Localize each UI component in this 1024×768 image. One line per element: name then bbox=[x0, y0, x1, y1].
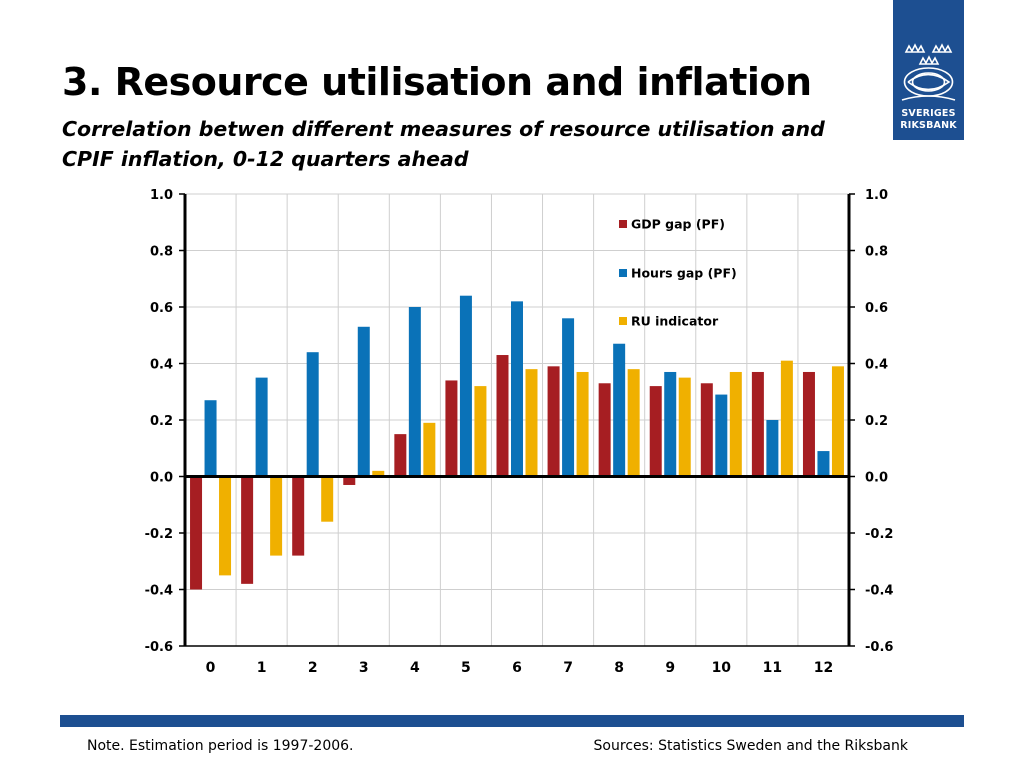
y-tick-label-left: -0.4 bbox=[145, 584, 173, 599]
bar-hours-gap-pf-q9 bbox=[664, 371, 677, 477]
page-title: 3. Resource utilisation and inflation bbox=[62, 60, 812, 104]
bar-ru-indicator-q11 bbox=[780, 360, 793, 477]
logo-text-line2: RIKSBANK bbox=[900, 120, 957, 131]
bar-gdp-gap-pf-q6 bbox=[496, 355, 509, 477]
logo-text-line1: SVERIGES bbox=[901, 108, 956, 119]
bar-hours-gap-pf-q2 bbox=[306, 352, 319, 477]
bar-gdp-gap-pf-q2 bbox=[292, 476, 305, 556]
x-tick-label: 8 bbox=[614, 660, 624, 676]
bar-ru-indicator-q12 bbox=[831, 366, 844, 477]
y-tick-label-right: -0.2 bbox=[865, 527, 893, 542]
legend: GDP gap (PF) Hours gap (PF) RU indicator bbox=[619, 217, 737, 329]
bar-ru-indicator-q5 bbox=[474, 386, 487, 477]
bar-ru-indicator-q1 bbox=[270, 476, 283, 556]
bar-hours-gap-pf-q11 bbox=[766, 420, 779, 477]
bar-ru-indicator-q6 bbox=[525, 369, 538, 477]
bar-gdp-gap-pf-q11 bbox=[751, 371, 764, 477]
legend-label: GDP gap (PF) bbox=[631, 217, 725, 232]
x-tick-label: 1 bbox=[257, 660, 267, 676]
tick-labels: 1.0 1.0 0.8 0.8 0.6 0.6 0.4 0.4 0.2 0.2 0.0 0.0 -0.2… bbox=[145, 188, 894, 676]
bar-gdp-gap-pf-q9 bbox=[649, 386, 662, 477]
x-tick-label: 2 bbox=[308, 660, 318, 676]
y-tick-label-left: 0.2 bbox=[150, 414, 173, 429]
y-tick-label-right: 0.2 bbox=[865, 414, 888, 429]
x-tick-label: 3 bbox=[359, 660, 369, 676]
legend-swatch bbox=[619, 220, 627, 228]
y-tick-label-left: 0.8 bbox=[150, 245, 173, 260]
legend-swatch bbox=[619, 317, 627, 325]
y-tick-label-left: -0.6 bbox=[145, 640, 173, 655]
y-tick-label-right: 0.4 bbox=[865, 358, 888, 373]
bar-hours-gap-pf-q12 bbox=[817, 451, 830, 477]
bar-gdp-gap-pf-q0 bbox=[190, 476, 203, 590]
footer-bar bbox=[60, 715, 964, 727]
x-tick-label: 12 bbox=[814, 660, 833, 676]
y-tick-label-left: 0.0 bbox=[150, 471, 173, 486]
y-tick-label-left: 0.4 bbox=[150, 358, 173, 373]
bar-gdp-gap-pf-q12 bbox=[802, 371, 815, 477]
legend-swatch bbox=[619, 269, 627, 277]
x-tick-label: 11 bbox=[763, 660, 782, 676]
bar-hours-gap-pf-q8 bbox=[613, 343, 626, 477]
y-tick-label-left: -0.2 bbox=[145, 527, 173, 542]
crown-emblem-icon bbox=[901, 43, 956, 101]
x-tick-label: 7 bbox=[563, 660, 573, 676]
bar-gdp-gap-pf-q5 bbox=[445, 380, 458, 477]
x-tick-label: 6 bbox=[512, 660, 522, 676]
bar-ru-indicator-q3 bbox=[372, 470, 385, 477]
bars bbox=[190, 295, 844, 590]
legend-label: Hours gap (PF) bbox=[631, 266, 737, 281]
correlation-bar-chart: 1.0 1.0 0.8 0.8 0.6 0.6 0.4 0.4 0.2 0.2 0.0 0.0 -0.2… bbox=[145, 188, 894, 676]
footer-source: Sources: Statistics Sweden and the Riksb… bbox=[593, 738, 908, 754]
bar-hours-gap-pf-q4 bbox=[408, 307, 421, 477]
y-tick-label-left: 1.0 bbox=[150, 188, 173, 203]
footer-note: Note. Estimation period is 1997-2006. bbox=[87, 738, 354, 754]
bar-ru-indicator-q9 bbox=[678, 377, 691, 477]
bar-ru-indicator-q0 bbox=[219, 476, 232, 576]
bar-hours-gap-pf-q7 bbox=[562, 318, 575, 477]
bar-gdp-gap-pf-q1 bbox=[241, 476, 254, 584]
axes bbox=[179, 193, 855, 647]
bar-gdp-gap-pf-q8 bbox=[598, 383, 611, 477]
x-tick-label: 10 bbox=[712, 660, 732, 676]
chart-subtitle: Correlation betwen different measures of… bbox=[62, 117, 825, 171]
x-tick-label: 0 bbox=[206, 660, 216, 676]
bar-gdp-gap-pf-q4 bbox=[394, 434, 407, 477]
y-tick-label-left: 0.6 bbox=[150, 301, 173, 316]
bar-gdp-gap-pf-q7 bbox=[547, 366, 560, 477]
y-tick-label-right: 1.0 bbox=[865, 188, 888, 203]
x-tick-label: 4 bbox=[410, 660, 420, 676]
y-tick-label-right: 0.0 bbox=[865, 471, 888, 486]
bar-ru-indicator-q7 bbox=[576, 371, 589, 477]
bar-ru-indicator-q2 bbox=[321, 476, 334, 522]
y-tick-label-right: -0.4 bbox=[865, 584, 893, 599]
y-tick-label-right: 0.6 bbox=[865, 301, 888, 316]
x-tick-label: 5 bbox=[461, 660, 471, 676]
y-tick-label-right: -0.6 bbox=[865, 640, 893, 655]
bar-hours-gap-pf-q1 bbox=[255, 377, 268, 477]
riksbank-logo: SVERIGES RIKSBANK bbox=[893, 0, 964, 140]
bar-hours-gap-pf-q6 bbox=[511, 301, 523, 477]
bar-ru-indicator-q10 bbox=[729, 371, 742, 477]
bar-ru-indicator-q8 bbox=[627, 369, 640, 477]
bar-ru-indicator-q4 bbox=[423, 422, 436, 477]
y-tick-label-right: 0.8 bbox=[865, 245, 888, 260]
bar-hours-gap-pf-q10 bbox=[715, 394, 728, 477]
bar-gdp-gap-pf-q3 bbox=[343, 476, 356, 485]
bar-gdp-gap-pf-q10 bbox=[700, 383, 713, 477]
x-tick-label: 9 bbox=[665, 660, 675, 676]
bar-hours-gap-pf-q5 bbox=[459, 295, 472, 477]
bar-hours-gap-pf-q0 bbox=[204, 400, 217, 477]
legend-label: RU indicator bbox=[631, 314, 719, 329]
bar-hours-gap-pf-q3 bbox=[357, 326, 370, 477]
